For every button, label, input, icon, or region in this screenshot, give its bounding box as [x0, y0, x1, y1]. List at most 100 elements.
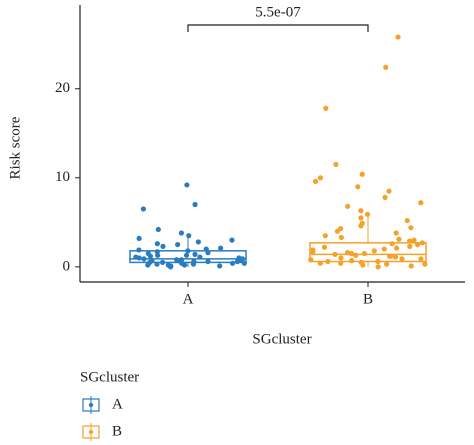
box — [309, 242, 427, 263]
point — [195, 239, 201, 245]
point — [418, 256, 424, 262]
x-axis-title: SGcluster — [252, 331, 311, 347]
point — [178, 230, 185, 236]
point — [338, 255, 344, 261]
point — [359, 171, 365, 177]
point — [395, 34, 401, 40]
point — [155, 252, 161, 258]
point — [394, 245, 400, 251]
point — [217, 263, 223, 269]
point — [355, 184, 361, 190]
point — [382, 194, 388, 200]
point — [418, 200, 424, 206]
point — [145, 262, 151, 268]
point — [407, 243, 413, 249]
point — [141, 256, 147, 262]
point — [321, 244, 328, 250]
point — [182, 262, 188, 268]
point — [389, 241, 395, 247]
point — [422, 261, 428, 267]
point — [358, 208, 364, 214]
point — [375, 258, 381, 265]
point — [175, 241, 181, 248]
point — [334, 228, 341, 234]
point — [388, 253, 394, 259]
point — [404, 217, 410, 224]
point — [338, 234, 344, 241]
point — [159, 259, 166, 266]
point — [383, 261, 390, 267]
legend-key-dot — [88, 429, 94, 435]
point — [392, 254, 399, 260]
point — [375, 264, 381, 270]
point — [136, 235, 142, 241]
point — [310, 247, 316, 253]
legend-key-dot — [88, 402, 94, 408]
point — [192, 201, 198, 208]
point — [371, 248, 377, 254]
point — [312, 178, 319, 184]
point — [419, 240, 425, 246]
point — [154, 241, 160, 247]
point — [136, 247, 142, 253]
point — [317, 260, 323, 266]
point — [168, 264, 174, 270]
point — [234, 258, 241, 265]
point — [229, 237, 235, 243]
point — [361, 250, 368, 257]
point — [155, 226, 161, 233]
point — [338, 260, 344, 266]
legend-label: B — [112, 423, 122, 439]
point — [383, 64, 389, 70]
point — [386, 188, 392, 194]
point — [192, 251, 198, 257]
point — [358, 223, 364, 229]
y-tick-label: 20 — [55, 80, 70, 96]
y-tick-label: 0 — [63, 258, 71, 274]
point — [184, 182, 190, 188]
point — [322, 233, 328, 239]
p-value: 5.5e-07 — [255, 4, 301, 20]
point — [344, 250, 351, 256]
point — [205, 258, 211, 265]
point — [186, 233, 192, 239]
point — [190, 261, 197, 267]
point — [205, 250, 211, 256]
point — [136, 255, 142, 261]
legend-label: A — [112, 396, 123, 412]
point — [317, 175, 324, 181]
point — [364, 211, 371, 217]
point — [353, 252, 359, 258]
point — [411, 237, 417, 243]
point — [348, 250, 355, 257]
point — [360, 262, 366, 268]
point — [408, 263, 414, 269]
point — [241, 260, 247, 266]
point — [154, 261, 160, 267]
point — [160, 243, 166, 249]
point — [408, 225, 414, 231]
point — [393, 230, 399, 236]
point — [406, 238, 413, 244]
point — [197, 254, 203, 260]
point — [185, 248, 191, 254]
point — [358, 215, 364, 221]
point — [174, 257, 180, 263]
point — [345, 203, 351, 209]
point — [218, 245, 224, 251]
point — [147, 253, 154, 259]
point — [332, 251, 338, 257]
legend-title: SGcluster — [80, 369, 139, 385]
point — [308, 257, 314, 263]
y-tick-label: 10 — [55, 169, 70, 185]
y-axis-title: Risk score — [7, 116, 23, 179]
significance-bracket — [187, 24, 369, 32]
point — [229, 260, 236, 266]
point — [325, 258, 331, 265]
point — [414, 241, 421, 248]
point — [183, 252, 190, 258]
point — [396, 236, 402, 242]
point — [333, 161, 339, 168]
point — [140, 206, 146, 212]
